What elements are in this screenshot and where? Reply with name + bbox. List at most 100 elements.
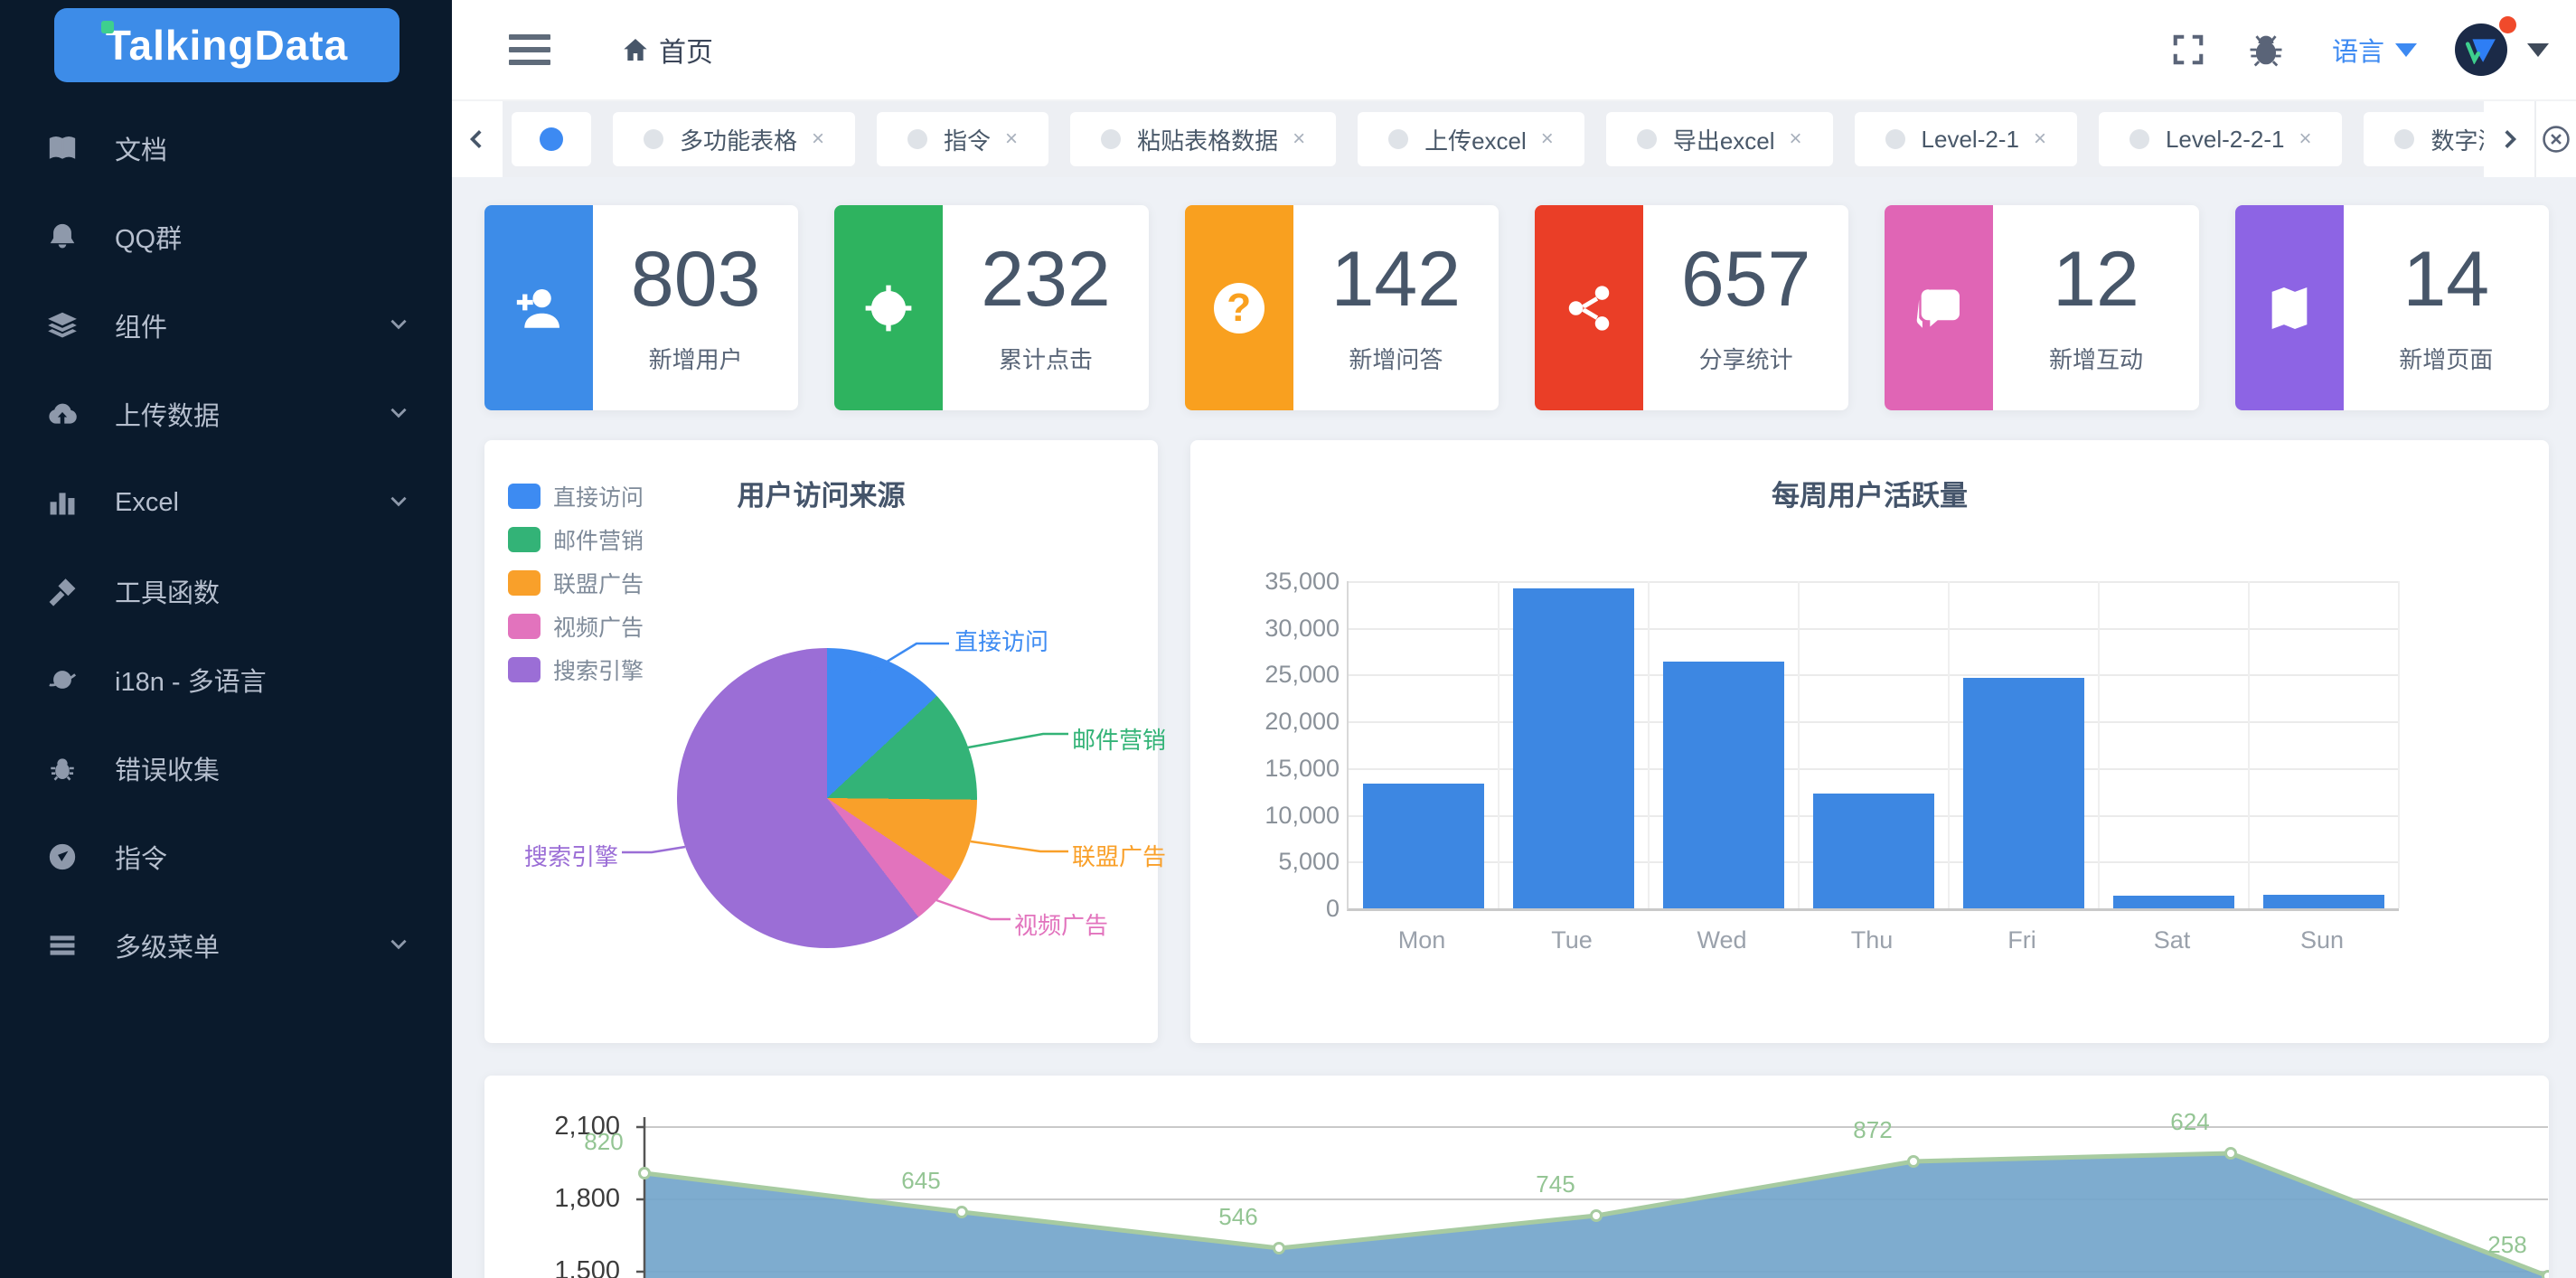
pie-slice-label-直接访问: 直接访问	[954, 628, 1049, 655]
bar-Tue	[1513, 588, 1634, 908]
bar-chart-title: 每周用户活跃量	[1772, 480, 1968, 512]
close-all-tabs-button[interactable]	[2534, 101, 2576, 177]
tab-上传excel[interactable]: 上传excel ×	[1358, 112, 1584, 166]
tab-close-icon[interactable]: ×	[1293, 127, 1306, 151]
tab-粘贴表格数据[interactable]: 粘贴表格数据 ×	[1070, 112, 1337, 166]
bar-x-tick: Tue	[1551, 926, 1593, 954]
tab-close-icon[interactable]: ×	[2033, 127, 2046, 151]
area-point-label: 820	[584, 1128, 624, 1155]
area-point-label: 645	[901, 1167, 941, 1194]
topbar-right: 语言	[2129, 16, 2549, 76]
tab-status-dot-icon	[1885, 129, 1905, 149]
sidebar-item-QQ群[interactable]: QQ群	[0, 193, 452, 281]
area-point-label: 745	[1536, 1170, 1575, 1198]
stat-label: 新增用户	[648, 346, 743, 373]
avatar-chevron-down-icon[interactable]	[2527, 42, 2549, 57]
tab-status-dot-icon	[1636, 129, 1657, 149]
bar-plot-area	[1347, 581, 2400, 911]
sidebar-item-错误收集[interactable]: 错误收集	[0, 724, 452, 813]
area-y-tick: 2,100	[554, 1112, 620, 1141]
bar-y-tick: 15,000	[1264, 754, 1340, 782]
legend-item-视频广告[interactable]: 视频广告	[508, 605, 644, 648]
sidebar-item-工具函数[interactable]: 工具函数	[0, 547, 452, 635]
sidebar-item-label: QQ群	[115, 225, 183, 254]
tabs-scroll-left-button[interactable]	[452, 101, 503, 177]
tab-close-icon[interactable]: ×	[2299, 127, 2312, 151]
tab-label: 多功能表格	[680, 127, 798, 155]
topbar: 首页 语言	[452, 0, 2576, 101]
chevron-down-icon	[387, 489, 410, 517]
bar-x-tick: Sun	[2299, 926, 2345, 954]
tab-close-icon[interactable]: ×	[1540, 127, 1554, 151]
breadcrumb: 首页	[621, 30, 713, 70]
legend-item-邮件营销[interactable]: 邮件营销	[508, 518, 644, 561]
hamburger-menu-icon[interactable]	[509, 27, 550, 72]
sidebar-item-上传数据[interactable]: 上传数据	[0, 370, 452, 458]
legend-label: 联盟广告	[553, 572, 644, 597]
stat-card-新增用户: 803 新增用户	[484, 205, 799, 410]
bar-Sun	[2263, 894, 2384, 908]
language-label: 语言	[2331, 38, 2384, 67]
target-icon	[834, 205, 944, 410]
tab-home[interactable]	[512, 112, 591, 166]
avatar[interactable]	[2455, 16, 2516, 76]
tab-label: 导出excel	[1672, 127, 1775, 155]
fullscreen-icon[interactable]	[2171, 33, 2205, 67]
tab-导出excel[interactable]: 导出excel ×	[1605, 112, 1833, 166]
stat-label: 新增页面	[2399, 346, 2494, 373]
stat-label: 累计点击	[998, 346, 1093, 373]
stat-value: 142	[1330, 236, 1462, 323]
bar-y-tick: 5,000	[1278, 848, 1340, 876]
bug-icon[interactable]	[2247, 31, 2285, 69]
sidebar-item-i18n - 多语言[interactable]: i18n - 多语言	[0, 635, 452, 724]
sidebar-item-多级菜单[interactable]: 多级菜单	[0, 901, 452, 990]
legend-item-直接访问[interactable]: 直接访问	[508, 475, 644, 518]
sidebar-item-Excel[interactable]: Excel	[0, 458, 452, 547]
sidebar-item-文档[interactable]: 文档	[0, 104, 452, 193]
pie-chart-title: 用户访问来源	[737, 480, 906, 512]
breadcrumb-home[interactable]: 首页	[659, 38, 713, 68]
pie-chart-card: 用户访问来源 直接访问 邮件营销 联盟广告 视频广告 搜索引擎 直接访问 邮件营销 联盟广告…	[484, 440, 1166, 1043]
sidebar-item-指令[interactable]: 指令	[0, 813, 452, 901]
bar-Wed	[1663, 661, 1784, 908]
topbar-left: 首页	[452, 27, 713, 72]
tab-label: 指令	[944, 127, 992, 155]
pie-legend: 直接访问邮件营销联盟广告视频广告 搜索引擎	[508, 475, 644, 691]
legend-swatch-icon	[508, 614, 541, 639]
sidebar-item-组件[interactable]: 组件	[0, 281, 452, 370]
map-icon	[2234, 205, 2344, 410]
bar-Thu	[1813, 793, 1934, 908]
legend-item-搜索引擎[interactable]: 搜索引擎	[508, 648, 644, 691]
compass-icon	[46, 841, 79, 873]
bar-y-tick: 30,000	[1264, 614, 1340, 642]
tab-数字渐变[interactable]: 数字渐变×	[2364, 112, 2484, 166]
logo[interactable]: TalkingData	[54, 8, 400, 82]
tabs-scroll-right-button[interactable]	[2484, 101, 2534, 177]
sidebar-item-label: 错误收集	[115, 756, 221, 785]
area-point-label: 546	[1218, 1203, 1258, 1230]
tab-Level-2-1[interactable]: Level-2-1 ×	[1854, 112, 2077, 166]
stat-card-新增问答: ? 142 新增问答	[1184, 205, 1499, 410]
area-y-tick: 1,800	[554, 1184, 620, 1213]
tab-Level-2-2-1[interactable]: Level-2-2-1 ×	[2098, 112, 2343, 166]
tab-多功能表格[interactable]: 多功能表格 ×	[613, 112, 856, 166]
tab-close-icon[interactable]: ×	[1789, 127, 1802, 151]
tab-close-icon[interactable]: ×	[1005, 127, 1019, 151]
bar-y-tick: 25,000	[1264, 661, 1340, 689]
bug-icon	[46, 752, 79, 785]
language-selector[interactable]: 语言	[2332, 31, 2417, 69]
legend-label: 邮件营销	[553, 529, 644, 554]
question-icon: ?	[1184, 205, 1293, 410]
bar-x-tick: Fri	[2007, 926, 2036, 954]
tab-指令[interactable]: 指令 ×	[877, 112, 1049, 166]
sidebar-item-label: 指令	[115, 845, 168, 874]
tab-close-icon[interactable]: ×	[812, 127, 825, 151]
sidebar-item-label: 组件	[115, 314, 168, 343]
stat-cards-row: 803 新增用户 232 累计点击? 142 新增问答 657 分享统计 12 新增互动 14 新增页…	[484, 205, 2549, 410]
tab-status-dot-icon	[2129, 129, 2149, 149]
stat-card-新增互动: 12 新增互动	[1885, 205, 2199, 410]
stat-label: 分享统计	[1698, 346, 1793, 373]
legend-item-联盟广告[interactable]: 联盟广告	[508, 561, 644, 605]
tab-label: Level-2-2-1	[2165, 125, 2285, 153]
chevron-down-icon	[387, 400, 410, 428]
